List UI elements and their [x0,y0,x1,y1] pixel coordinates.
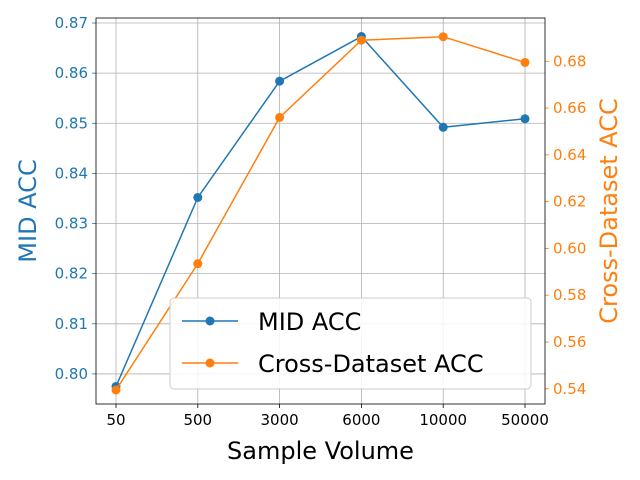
right-y-tick-label: 0.60 [553,239,586,257]
left-y-axis-label: MID ACC [14,159,42,262]
data-point-cross-dataset-acc [275,112,285,122]
x-tick-label: 3000 [261,411,299,429]
x-tick-label: 10000 [419,411,467,429]
left-y-tick-label: 0.87 [55,14,88,32]
right-y-tick-label: 0.68 [553,52,586,70]
x-tick-label: 6000 [342,411,380,429]
series-layer [111,32,530,395]
left-y-tick-label: 0.84 [55,164,88,182]
left-y-tick-label: 0.83 [55,215,88,233]
right-y-tick-label: 0.56 [553,333,586,351]
left-y-tick-label: 0.82 [55,265,88,283]
plot-frame [95,17,546,405]
series-line-mid-acc [115,35,526,387]
x-tick-label: 500 [183,411,212,429]
right-y-tick-label: 0.62 [553,193,586,211]
legend-marker-cross-dataset-acc [205,358,215,368]
grid-lines [96,18,545,404]
right-y-tick-label: 0.54 [553,380,586,398]
data-point-cross-dataset-acc [438,32,448,42]
data-point-cross-dataset-acc [520,57,530,67]
left-y-tick-label: 0.80 [55,365,88,383]
axes: 50 500 3000 6000 10000 50000 0.80 0.81 0.82 0.83 0… [55,14,587,429]
series-line-cross-dataset-acc [115,35,526,391]
data-point-mid-acc [275,76,285,86]
legend-box [169,297,532,390]
right-y-tick-label: 0.58 [553,286,586,304]
left-y-tick-label: 0.81 [55,315,88,333]
axis-labels: Sample Volume MID ACC Cross-Dataset ACC [14,98,623,465]
legend-marker-mid-acc [205,316,215,326]
data-point-mid-acc [193,192,203,202]
data-point-mid-acc [520,114,530,124]
left-y-tick-label: 0.85 [55,114,88,132]
data-point-cross-dataset-acc [111,385,121,395]
data-point-cross-dataset-acc [356,35,366,45]
right-y-tick-label: 0.66 [553,99,586,117]
data-point-mid-acc [438,122,448,132]
x-axis-label: Sample Volume [227,437,414,465]
right-y-tick-label: 0.64 [553,146,586,164]
legend: MID ACC Cross-Dataset ACC [169,297,532,390]
data-point-cross-dataset-acc [193,259,203,269]
legend-label-mid-acc: MID ACC [258,308,361,336]
legend-label-cross-dataset-acc: Cross-Dataset ACC [258,350,484,378]
right-y-axis-label: Cross-Dataset ACC [595,98,623,324]
left-y-tick-label: 0.86 [55,64,88,82]
x-tick-label: 50 [106,411,125,429]
x-tick-label: 50000 [501,411,549,429]
